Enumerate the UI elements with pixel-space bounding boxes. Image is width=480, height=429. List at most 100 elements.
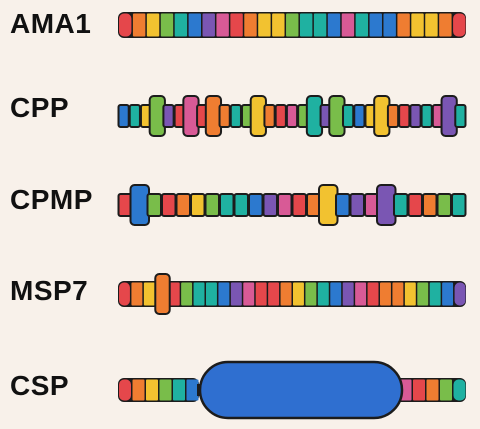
domain-segment (190, 193, 206, 217)
protein-label-csp: CSP (10, 370, 70, 401)
domain-segment (219, 193, 235, 217)
domain-segment (420, 104, 433, 128)
domain-segment (206, 282, 217, 306)
domain-segment (407, 193, 423, 217)
domain-segment (117, 104, 130, 128)
large-domain-segment (376, 184, 397, 226)
domain-segment (131, 282, 143, 306)
protein-track-cpmp (117, 184, 467, 226)
domain-segment (422, 193, 438, 217)
domain-segment (161, 193, 177, 217)
domain-segment (258, 13, 271, 37)
domain-segment (188, 13, 202, 37)
domain-segment (280, 282, 292, 306)
domain-segment (286, 13, 299, 37)
domain-segment (425, 13, 438, 37)
protein-label-msp7: MSP7 (10, 275, 89, 306)
domain-segment (305, 282, 317, 306)
domain-segment (330, 282, 342, 306)
domain-segment (146, 193, 162, 217)
domain-segment (409, 104, 422, 128)
domain-segment (404, 282, 416, 306)
domain-segment (162, 104, 175, 128)
domain-segment (393, 193, 409, 217)
domain-segment (417, 282, 429, 306)
domain-segment (160, 13, 174, 37)
domain-segment (146, 379, 158, 401)
domain-segment (355, 282, 367, 306)
domain-segment (186, 379, 199, 401)
domain-segment (248, 193, 264, 217)
domain-segment (244, 13, 257, 37)
protein-label-cpmp: CPMP (10, 184, 93, 215)
domain-segment (291, 193, 307, 217)
domain-segment (313, 13, 327, 37)
domain-segment (193, 282, 205, 306)
domain-segment (397, 13, 410, 37)
large-domain-segment (129, 184, 150, 226)
domain-segment (386, 104, 400, 128)
large-domain-segment (318, 184, 339, 226)
domain-segment (146, 13, 160, 37)
domain-segment (119, 379, 131, 401)
domain-segment (119, 282, 130, 306)
domain-segment (218, 282, 230, 306)
domain-segment (413, 379, 425, 401)
domain-segment (181, 282, 193, 306)
domain-segment (132, 379, 145, 401)
domain-segment (436, 193, 452, 217)
domain-segment (272, 13, 285, 37)
domain-segment (174, 13, 188, 37)
protein-label-cpp: CPP (10, 92, 70, 123)
domain-segment (173, 379, 185, 401)
domain-segment (442, 282, 454, 306)
domain-segment (243, 282, 255, 306)
domain-segment (335, 193, 351, 217)
domain-segment (218, 104, 231, 128)
protein-track-ama1 (118, 12, 466, 38)
domain-segment (317, 282, 329, 306)
domain-segment (392, 282, 404, 306)
domain-segment (342, 104, 355, 128)
domain-segment (369, 13, 382, 37)
domain-segment (454, 104, 467, 128)
domain-segment (440, 379, 452, 401)
domain-segment (132, 13, 146, 37)
domain-segment (268, 282, 280, 306)
domain-segment (168, 282, 180, 306)
domain-segment (367, 282, 379, 306)
protein-track-cpp (117, 95, 467, 137)
central-repeat-domain (198, 360, 404, 420)
domain-segment (383, 13, 396, 37)
domain-segment (202, 13, 215, 37)
large-domain-segment (154, 273, 171, 315)
domain-segment (353, 104, 366, 128)
domain-segment (429, 282, 441, 306)
domain-segment (159, 379, 172, 401)
domain-segment (380, 282, 391, 306)
domain-segment (255, 282, 267, 306)
domain-segment (451, 193, 467, 217)
domain-segment (398, 104, 411, 128)
domain-segment (119, 13, 132, 37)
protein-track-msp7 (118, 273, 466, 315)
domain-segment (143, 282, 155, 306)
domain-segment (128, 104, 141, 128)
protein-track-csp (118, 360, 466, 420)
domain-segment (355, 13, 369, 37)
domain-segment (327, 13, 341, 37)
domain-segment (175, 193, 191, 217)
protein-label-ama1: AMA1 (10, 8, 92, 39)
domain-segment (230, 282, 242, 306)
domain-segment (230, 13, 243, 37)
track-outline (118, 281, 466, 307)
domain-segment (349, 193, 365, 217)
domain-segment (262, 193, 278, 217)
domain-segment (454, 282, 466, 306)
domain-segment (277, 193, 293, 217)
domain-segment (439, 13, 452, 37)
domain-segment (216, 13, 229, 37)
domain-segment (341, 13, 355, 37)
